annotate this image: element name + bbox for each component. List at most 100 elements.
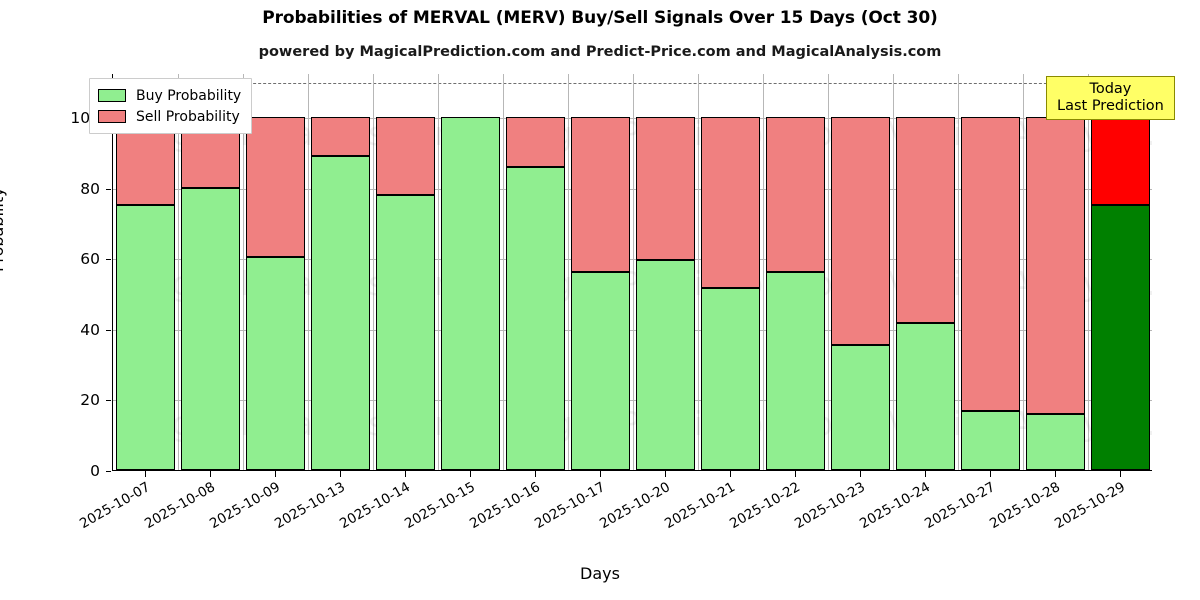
gridline-horizontal: [113, 400, 1152, 402]
bar-segment-sell[interactable]: [701, 117, 760, 289]
legend-item-sell[interactable]: Sell Probability: [98, 106, 241, 127]
bar-segment-buy[interactable]: [441, 117, 500, 470]
bar-segment-sell[interactable]: [571, 117, 630, 273]
y-tick-label: 0: [90, 462, 100, 480]
bar-segment-buy[interactable]: [311, 155, 370, 470]
y-tick-label: 80: [80, 179, 100, 198]
bar-segment-sell[interactable]: [896, 117, 955, 323]
gridline-vertical: [1023, 74, 1024, 470]
bar-segment-buy[interactable]: [636, 260, 695, 470]
x-tick-mark: [989, 471, 991, 477]
bar-segment-sell[interactable]: [311, 117, 370, 156]
bar-segment-sell[interactable]: [636, 117, 695, 261]
bar-segment-sell[interactable]: [1026, 117, 1085, 414]
bar-segment-sell[interactable]: [1091, 117, 1150, 206]
chart-subtitle: powered by MagicalPrediction.com and Pre…: [258, 44, 942, 60]
x-tick-mark: [924, 471, 926, 477]
bar-segment-sell[interactable]: [506, 117, 565, 167]
chart-title: Probabilities of MERVAL (MERV) Buy/Sell …: [262, 8, 938, 28]
bar-segment-buy[interactable]: [506, 166, 565, 470]
bar-segment-buy[interactable]: [1026, 413, 1085, 470]
bar[interactable]: [571, 117, 630, 470]
gridline-vertical: [828, 74, 829, 470]
bar-today[interactable]: [1091, 117, 1150, 470]
bar-segment-buy[interactable]: [831, 345, 890, 470]
bar-segment-buy[interactable]: [896, 322, 955, 470]
gridline-vertical: [308, 74, 309, 470]
bar[interactable]: [766, 117, 825, 470]
bar-segment-buy[interactable]: [766, 272, 825, 470]
legend-label-sell: Sell Probability: [136, 108, 240, 125]
x-tick-mark: [794, 471, 796, 477]
y-tick-label: 100: [70, 109, 100, 128]
bar-segment-sell[interactable]: [246, 117, 305, 257]
gridline-horizontal: [113, 329, 1152, 331]
bar[interactable]: [701, 117, 760, 470]
legend-swatch-sell-icon: [98, 110, 126, 123]
bar[interactable]: [311, 117, 370, 470]
gridline-horizontal: [113, 188, 1152, 190]
gridline-horizontal: [113, 118, 1152, 120]
gridline-vertical: [438, 74, 439, 470]
bar[interactable]: [896, 117, 955, 470]
x-tick-mark: [664, 471, 666, 477]
bar-segment-buy[interactable]: [961, 411, 1020, 470]
x-tick-mark: [339, 471, 341, 477]
bar[interactable]: [961, 117, 1020, 470]
bar-segment-sell[interactable]: [831, 117, 890, 346]
bar[interactable]: [831, 117, 890, 470]
bar[interactable]: [506, 117, 565, 470]
y-tick-mark: [106, 329, 111, 331]
gridline-vertical: [568, 74, 569, 470]
gridline-vertical: [373, 74, 374, 470]
x-tick-mark: [599, 471, 601, 477]
legend-swatch-buy-icon: [98, 89, 126, 102]
gridline-vertical: [503, 74, 504, 470]
bar-segment-sell[interactable]: [766, 117, 825, 273]
bar[interactable]: [636, 117, 695, 470]
gridline-vertical: [1088, 74, 1089, 470]
bar-segment-buy[interactable]: [701, 288, 760, 470]
bar[interactable]: [181, 117, 240, 470]
gridline-vertical: [763, 74, 764, 470]
x-tick-mark: [404, 471, 406, 477]
gridline-vertical: [698, 74, 699, 470]
x-tick-mark: [274, 471, 276, 477]
x-tick-mark: [859, 471, 861, 477]
x-tick-mark: [729, 471, 731, 477]
bar-segment-sell[interactable]: [961, 117, 1020, 412]
bar-segment-sell[interactable]: [376, 117, 435, 195]
x-tick-mark: [534, 471, 536, 477]
bar[interactable]: [441, 117, 500, 470]
bar-segment-buy[interactable]: [246, 256, 305, 470]
bar[interactable]: [1026, 117, 1085, 470]
y-tick-label: 20: [80, 391, 100, 410]
y-tick-mark: [106, 188, 111, 190]
gridline-vertical: [633, 74, 634, 470]
bar-segment-buy[interactable]: [181, 187, 240, 470]
bar-segment-buy[interactable]: [1091, 205, 1150, 470]
x-tick-mark: [1119, 471, 1121, 477]
x-axis-title: Days: [580, 564, 620, 583]
x-tick-mark: [469, 471, 471, 477]
today-callout: Today Last Prediction: [1046, 76, 1175, 121]
reference-dashed-line: [113, 82, 1152, 84]
gridline-vertical: [958, 74, 959, 470]
today-callout-line2: Last Prediction: [1057, 97, 1164, 114]
gridline-vertical: [178, 74, 179, 470]
y-tick-label: 60: [80, 250, 100, 269]
bar-segment-buy[interactable]: [116, 205, 175, 470]
bar[interactable]: [116, 117, 175, 470]
legend-item-buy[interactable]: Buy Probability: [98, 85, 241, 106]
x-tick-mark: [1054, 471, 1056, 477]
plot-inner: MagicalAnalysis.comMagicaPrediction.comM…: [113, 74, 1152, 470]
plot-area: MagicalAnalysis.comMagicaPrediction.comM…: [112, 74, 1152, 471]
x-tick-mark: [144, 471, 146, 477]
gridline-vertical: [893, 74, 894, 470]
bar-segment-buy[interactable]: [376, 194, 435, 470]
bar-segment-buy[interactable]: [571, 272, 630, 470]
bar[interactable]: [246, 117, 305, 470]
bar[interactable]: [376, 117, 435, 470]
gridline-vertical: [243, 74, 244, 470]
